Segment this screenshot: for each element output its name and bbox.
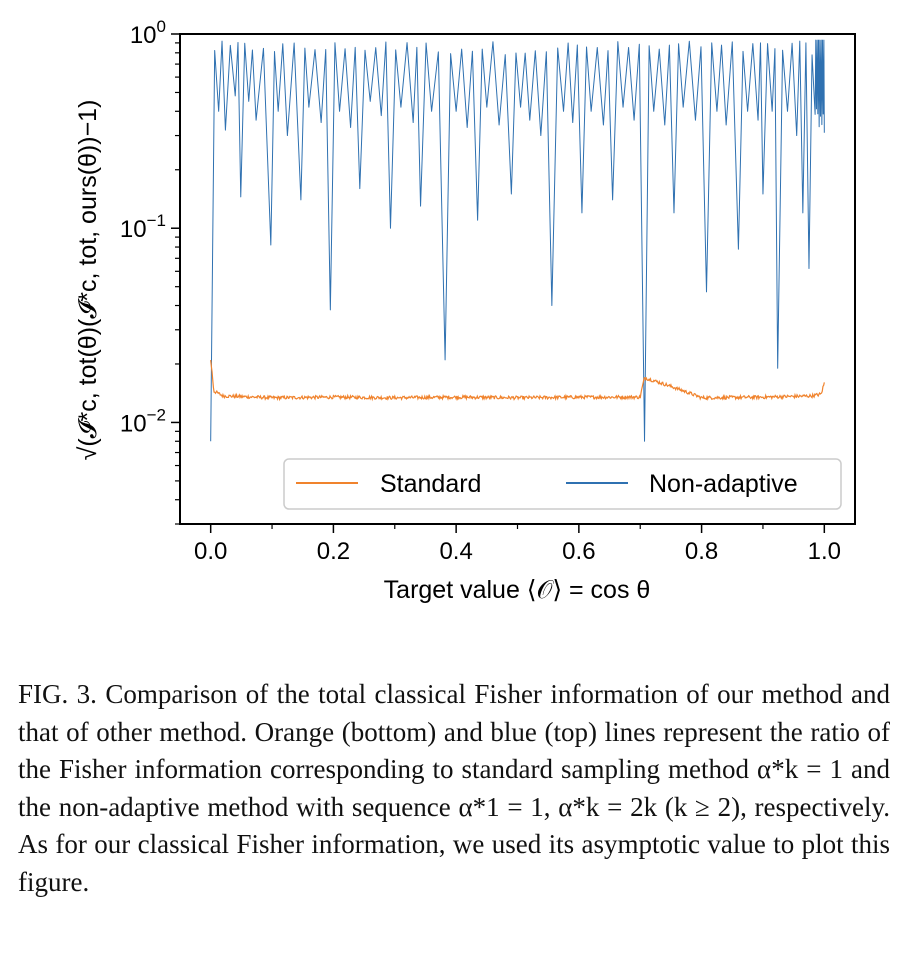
y-tick-label: 100 [130, 17, 166, 49]
series-line-non-adaptive [210, 39, 825, 442]
axes-layer: 0.0 0.2 0.4 0.6 0.8 1.0 100 10−1 10−2 [120, 17, 856, 565]
legend: Standard Non-adaptive [283, 458, 842, 510]
y-tick-label: 10−1 [120, 211, 166, 243]
legend-label-non-adaptive: Non-adaptive [649, 470, 798, 498]
x-tick-label: 0.4 [439, 538, 472, 565]
legend-label-standard: Standard [380, 470, 481, 498]
x-tick-label: 0.2 [317, 538, 350, 565]
svg-text:√(𝓘*c, tot(θ)(𝓘*c, tot, ours: √(𝓘*c, tot(θ)(𝓘*c, tot, ours(θ))−1) [74, 100, 102, 461]
y-axis-label: √(𝓘*c, tot(θ)(𝓘*c, tot, ours(θ))−1) [74, 100, 102, 461]
plot-frame [179, 33, 856, 525]
series-layer [210, 39, 825, 442]
chart: 0.0 0.2 0.4 0.6 0.8 1.0 100 10−1 10−2 √(𝓘*c, tot… [74, 17, 856, 604]
x-tick-label: 1.0 [808, 538, 841, 565]
y-tick-label: 10−2 [120, 405, 166, 437]
x-tick-label: 0.0 [194, 538, 227, 565]
x-tick-label: 0.6 [562, 538, 595, 565]
x-axis-label: Target value ⟨𝒪⟩ = cos θ [384, 576, 651, 604]
x-tick-label: 0.8 [685, 538, 718, 565]
series-line-standard [210, 359, 825, 402]
legend-frame [283, 458, 842, 510]
figure-caption: FIG. 3. Comparison of the total classica… [18, 679, 890, 897]
